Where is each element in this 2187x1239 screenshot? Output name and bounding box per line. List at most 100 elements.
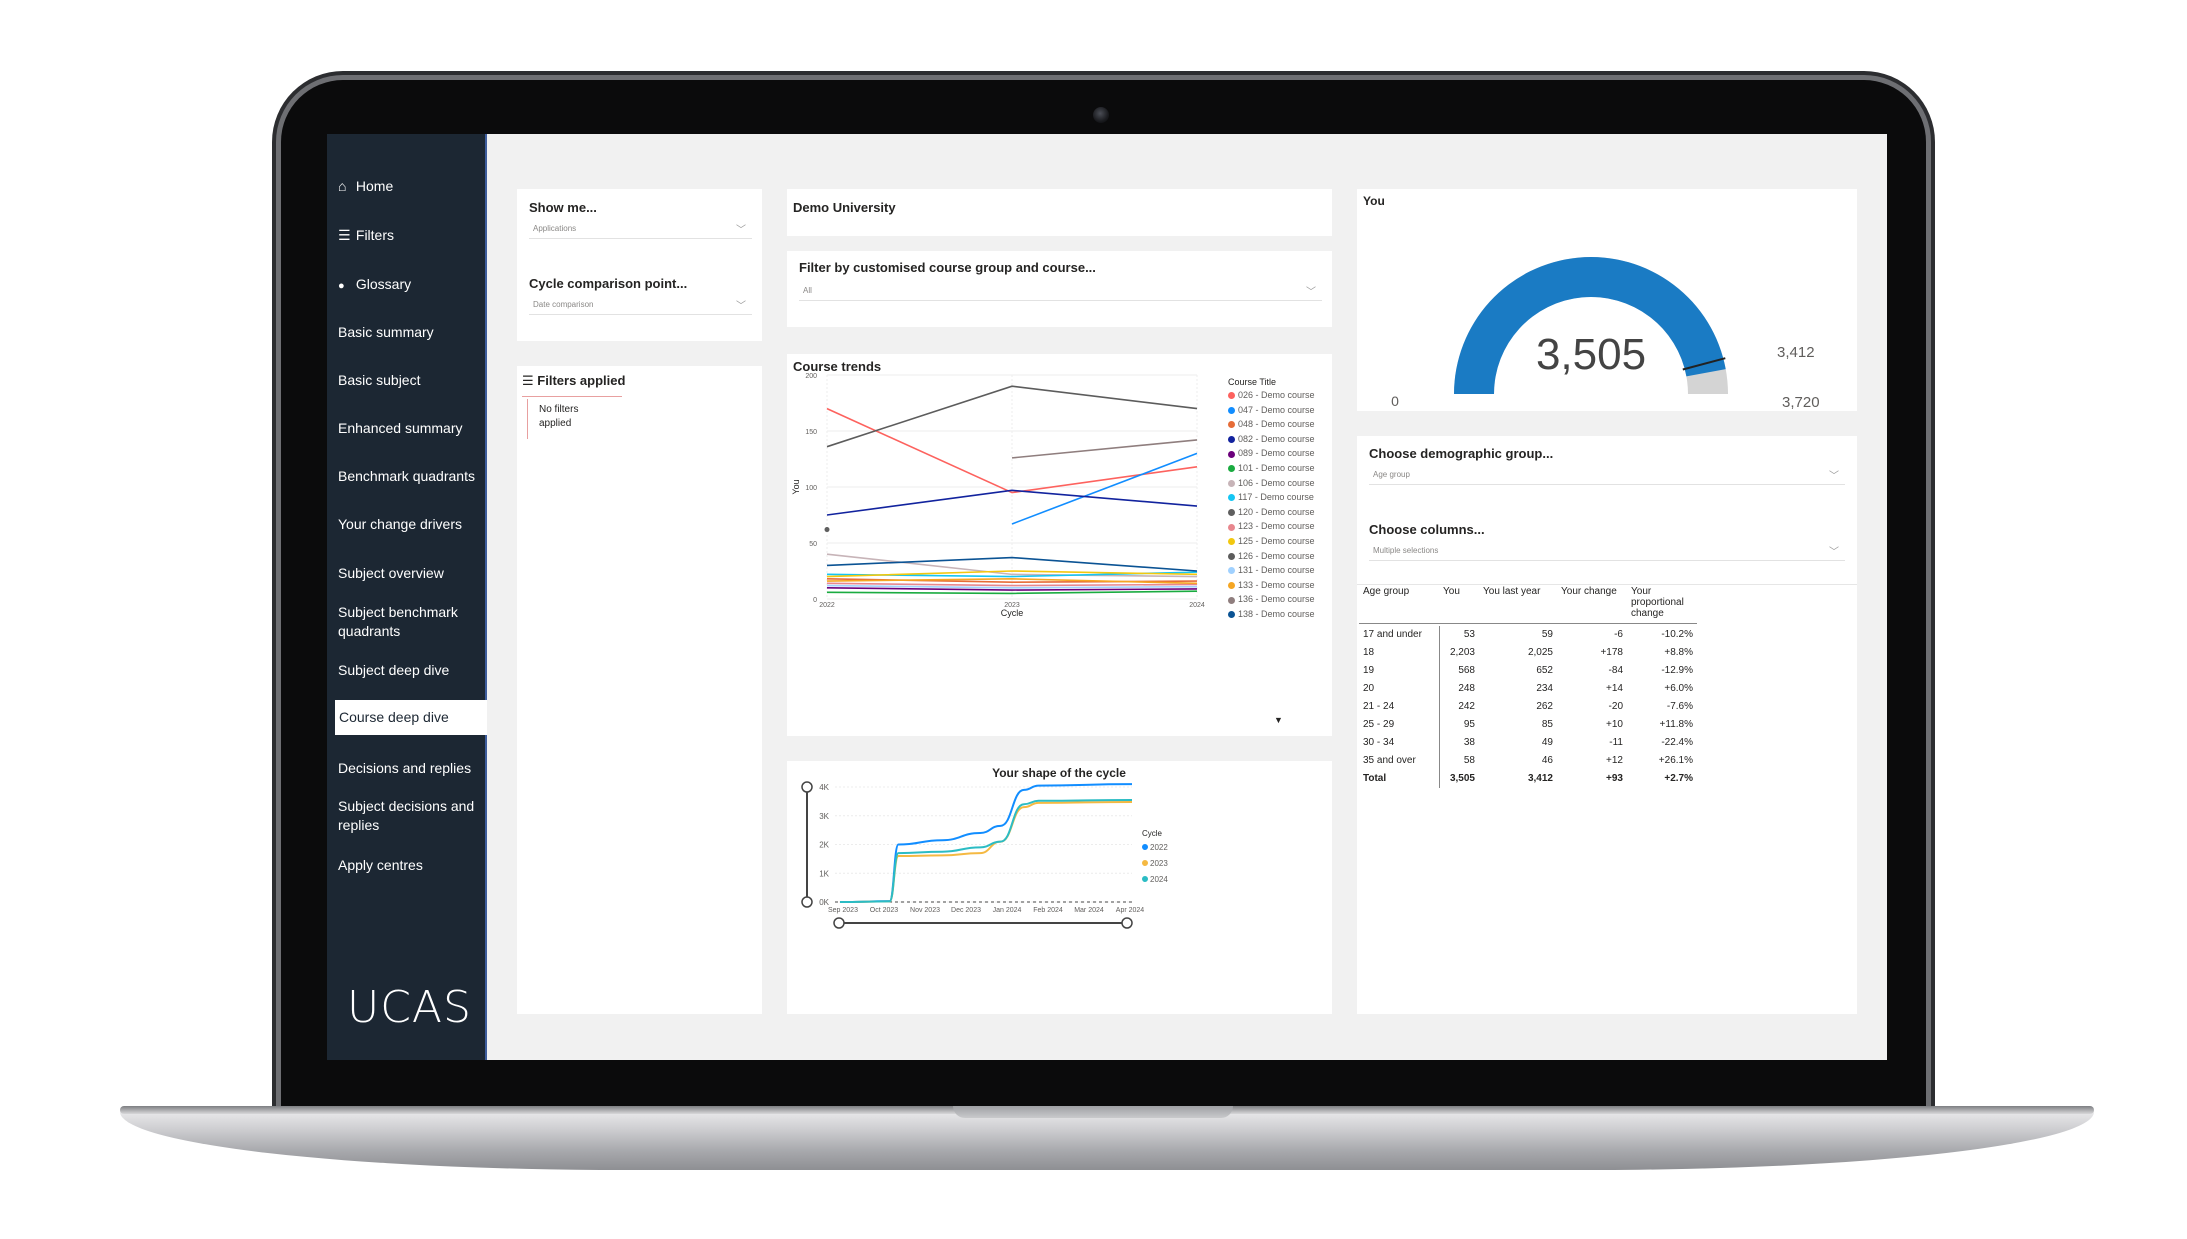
show-me-label: Show me... [529, 200, 597, 215]
legend-swatch [1228, 494, 1235, 502]
separator-cell [1627, 623, 1697, 626]
legend-item[interactable]: 117 - Demo course [1228, 492, 1314, 502]
cycle-comparison-dropdown[interactable]: Date comparison ﹀ [529, 295, 752, 315]
demographic-group-value: Age group [1373, 470, 1410, 479]
series-line [826, 407, 1198, 494]
y-tick-label: 100 [805, 485, 817, 492]
table-cell: +26.1% [1658, 755, 1693, 766]
x-tick-label: Apr 2024 [1116, 907, 1145, 914]
sidebar: ⌂ Home ☰ Filters ● Glossary Basic summar… [327, 134, 487, 1060]
chevron-down-icon: ﹀ [1306, 287, 1316, 298]
sidebar-item-basic-subject[interactable]: Basic subject [338, 372, 421, 388]
table-cell: -12.9% [1661, 665, 1693, 676]
legend-item[interactable]: 131 - Demo course [1228, 565, 1315, 575]
x-tick-label: Mar 2024 [1074, 907, 1104, 914]
series-line [826, 553, 1198, 578]
sidebar-item-subject-benchmark-quadrants[interactable]: Subject benchmark quadrants [338, 604, 458, 639]
table-separator [1359, 623, 1697, 626]
course-filter-label: Filter by customised course group and co… [799, 260, 1096, 275]
legend-label: 133 - Demo course [1238, 579, 1315, 590]
dashboard-screen: ⌂ Home ☰ Filters ● Glossary Basic summar… [327, 134, 1887, 1060]
sidebar-item-home[interactable]: ⌂ Home [338, 177, 484, 196]
legend-label: 125 - Demo course [1238, 536, 1315, 546]
sidebar-item-basic-summary[interactable]: Basic summary [338, 324, 434, 340]
camera-icon [1093, 107, 1109, 123]
show-me-value: Applications [533, 224, 577, 233]
y-tick-label: 2K [819, 841, 829, 850]
column-header-proportional-change[interactable]: Your proportional change [1631, 586, 1684, 619]
x-tick-label: 2022 [819, 602, 835, 609]
sidebar-item-subject-deep-dive[interactable]: Subject deep dive [338, 662, 450, 678]
cycle-series-line [839, 798, 1133, 903]
legend-swatch [1142, 876, 1148, 882]
chevron-down-icon: ﹀ [1829, 547, 1839, 558]
table-cell: +2.7% [1664, 773, 1693, 784]
filters-icon: ☰ [522, 373, 538, 388]
x-tick-label: 2023 [1004, 602, 1020, 609]
demographic-group-label: Choose demographic group... [1369, 446, 1554, 461]
sidebar-item-change-drivers[interactable]: Your change drivers [338, 516, 463, 532]
gauge-title: You [1363, 194, 1385, 208]
legend-swatch [1228, 523, 1235, 531]
column-header-you[interactable]: You [1443, 586, 1460, 597]
legend-swatch [1228, 406, 1235, 414]
separator-cell [1557, 623, 1627, 626]
sidebar-item-subject-overview[interactable]: Subject overview [338, 565, 444, 581]
gauge-chart: 3,505 0 3,412 3,720 [1391, 257, 1820, 411]
legend-item[interactable]: 120 - Demo course [1228, 507, 1315, 517]
separator-cell [1439, 623, 1479, 626]
table-row: 20 248 234 +14 +6.0% [1359, 679, 1697, 698]
table-cell: 53 [1463, 629, 1475, 640]
legend-item[interactable]: 106 - Demo course [1228, 478, 1315, 488]
table-cell: 19 [1359, 661, 1440, 680]
legend-item[interactable]: 048 - Demo course [1228, 419, 1315, 429]
zoom-slider-handle [801, 896, 813, 908]
course-filter-dropdown[interactable]: All ﹀ [799, 281, 1322, 301]
x-tick-label: Feb 2024 [1033, 907, 1063, 914]
range-slider-handle [833, 917, 845, 929]
table-cell: 35 and over [1359, 751, 1440, 770]
legend-item[interactable]: 126 - Demo course [1228, 551, 1315, 561]
sidebar-item-benchmark-quadrants[interactable]: Benchmark quadrants [338, 468, 475, 484]
table-cell: 95 [1463, 719, 1475, 730]
sidebar-item-filters[interactable]: ☰ Filters [338, 226, 484, 245]
legend-item[interactable]: 136 - Demo course [1228, 594, 1315, 604]
demographic-group-dropdown[interactable]: Age group ﹀ [1369, 465, 1845, 485]
legend-item[interactable]: 082 - Demo course [1228, 434, 1315, 444]
legend-swatch [1228, 552, 1235, 560]
legend-item[interactable]: 125 - Demo course [1228, 536, 1315, 546]
legend-item[interactable]: 026 - Demo course [1228, 390, 1315, 400]
column-header-age-group[interactable]: Age group [1363, 586, 1410, 597]
legend-item[interactable]: 047 - Demo course [1228, 405, 1315, 415]
zoom-slider-handle [801, 781, 813, 793]
sidebar-item-glossary[interactable]: ● Glossary [338, 275, 484, 296]
legend-item[interactable]: 133 - Demo course [1228, 580, 1315, 590]
table-cell: 2,025 [1527, 647, 1553, 658]
legend-label: 120 - Demo course [1238, 506, 1315, 517]
y-axis-label: You [791, 479, 801, 494]
legend-item[interactable]: 089 - Demo course [1228, 448, 1315, 458]
separator-cell [1479, 623, 1557, 626]
sidebar-item-enhanced-summary[interactable]: Enhanced summary [338, 420, 463, 436]
sidebar-item-apply-centres[interactable]: Apply centres [338, 857, 423, 873]
sidebar-item-label: Glossary [355, 276, 412, 292]
legend-scroll-down-icon[interactable]: ▼ [1274, 715, 1283, 725]
gauge-target-label: 3,412 [1777, 344, 1815, 361]
legend-item[interactable]: 101 - Demo course [1228, 463, 1315, 473]
legend-swatch [1228, 596, 1235, 604]
legend-item[interactable]: 123 - Demo course [1228, 521, 1315, 531]
columns-dropdown[interactable]: Multiple selections ﹀ [1369, 541, 1845, 561]
sidebar-item-decisions-replies[interactable]: Decisions and replies [338, 760, 472, 776]
gauge-fill [1454, 257, 1726, 394]
show-me-dropdown[interactable]: Applications ﹀ [529, 219, 752, 239]
column-header-you-last-year[interactable]: You last year [1483, 586, 1541, 597]
table-cell: 3,412 [1527, 773, 1553, 784]
columns-value: Multiple selections [1373, 546, 1439, 555]
legend-item[interactable]: 138 - Demo course [1228, 609, 1315, 619]
filters-icon: ☰ [338, 227, 351, 243]
sidebar-item-course-deep-dive[interactable]: Course deep dive [335, 700, 487, 735]
sidebar-item-subject-decisions-replies[interactable]: Subject decisions and replies [338, 798, 475, 833]
column-header-your-change[interactable]: Your change [1561, 586, 1617, 597]
table-cell: 248 [1458, 683, 1475, 694]
table-row: 30 - 34 38 49 -11 -22.4% [1359, 733, 1697, 752]
